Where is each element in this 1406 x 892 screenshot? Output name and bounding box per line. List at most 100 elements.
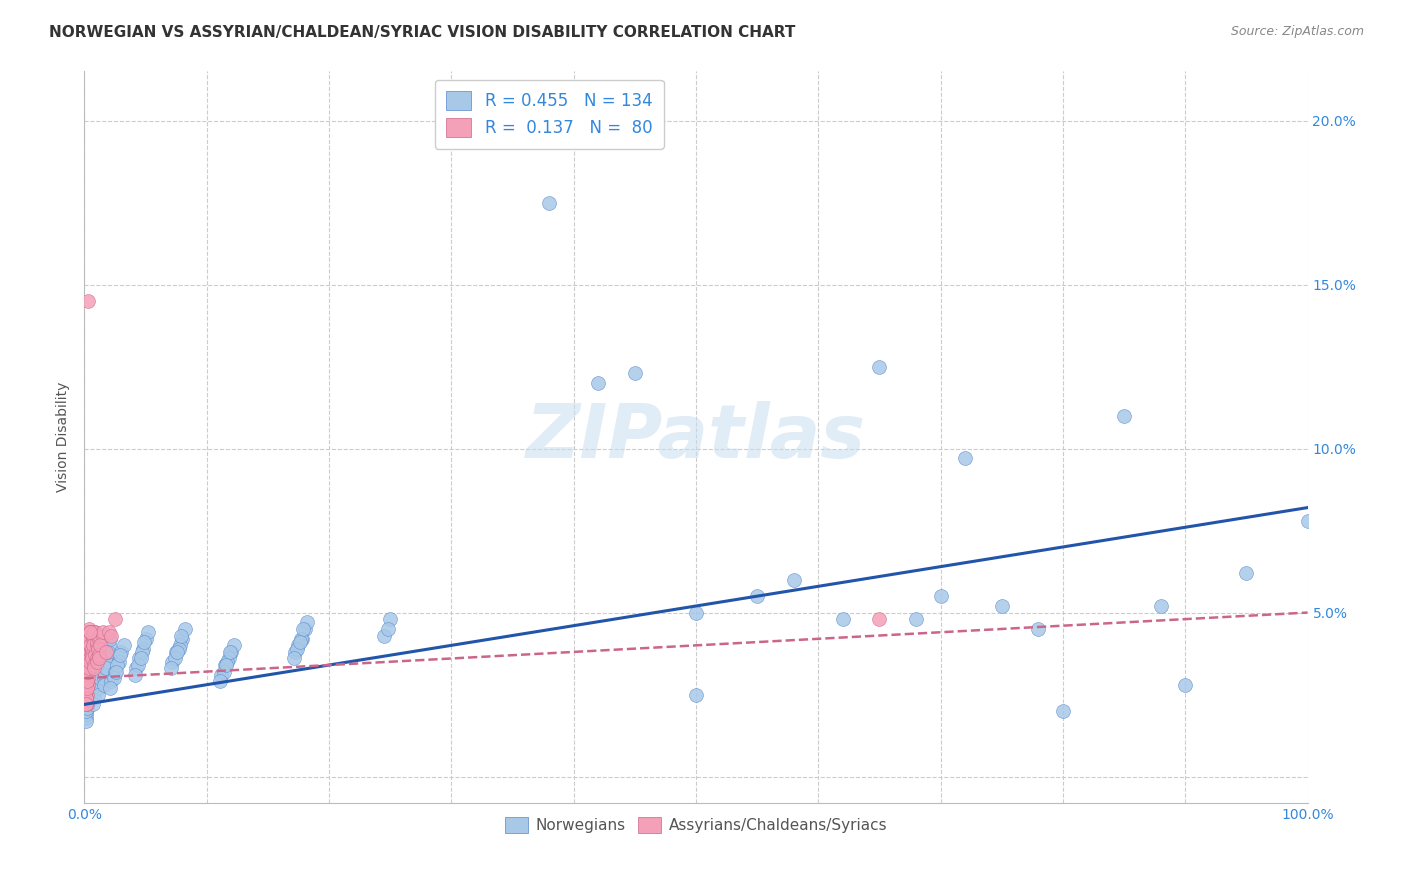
Point	[283, 651, 305, 665]
Point	[291, 632, 314, 646]
Point	[124, 668, 146, 682]
Point	[76, 658, 98, 673]
Point	[80, 665, 103, 679]
Text: NORWEGIAN VS ASSYRIAN/CHALDEAN/SYRIAC VISION DISABILITY CORRELATION CHART: NORWEGIAN VS ASSYRIAN/CHALDEAN/SYRIAC VI…	[49, 25, 796, 40]
Point	[89, 665, 111, 679]
Point	[76, 651, 98, 665]
Point	[77, 625, 100, 640]
Point	[77, 674, 100, 689]
Point	[75, 638, 97, 652]
Point	[76, 698, 98, 712]
Point	[82, 651, 104, 665]
Point	[76, 688, 98, 702]
Point	[209, 668, 232, 682]
Point	[98, 632, 121, 646]
Point	[86, 678, 108, 692]
Point	[112, 638, 135, 652]
Point	[87, 641, 110, 656]
Point	[89, 668, 111, 682]
Point	[287, 638, 309, 652]
Point	[79, 638, 101, 652]
Point	[75, 671, 97, 685]
Point	[90, 658, 112, 673]
Point	[82, 638, 104, 652]
Point	[76, 681, 98, 695]
Point	[77, 678, 100, 692]
Point	[79, 638, 101, 652]
Point	[169, 638, 191, 652]
Point	[1052, 704, 1074, 718]
Point	[75, 678, 97, 692]
Point	[1028, 622, 1050, 636]
Point	[929, 589, 952, 603]
Point	[217, 655, 239, 669]
Point	[83, 661, 105, 675]
Point	[75, 710, 97, 724]
Point	[100, 674, 122, 689]
Point	[76, 651, 98, 665]
Point	[94, 668, 117, 682]
Point	[75, 690, 97, 705]
Point	[82, 698, 104, 712]
Point	[77, 661, 100, 675]
Point	[77, 625, 100, 640]
Point	[134, 635, 156, 649]
Point	[77, 678, 100, 692]
Point	[1296, 514, 1319, 528]
Point	[97, 625, 120, 640]
Point	[783, 573, 806, 587]
Point	[290, 632, 312, 646]
Point	[292, 622, 315, 636]
Point	[377, 622, 399, 636]
Point	[75, 671, 97, 685]
Point	[222, 638, 245, 652]
Point	[87, 628, 110, 642]
Point	[79, 665, 101, 679]
Point	[219, 645, 242, 659]
Point	[77, 671, 100, 685]
Point	[75, 678, 97, 692]
Point	[82, 632, 104, 646]
Point	[84, 674, 107, 689]
Point	[76, 638, 98, 652]
Point	[219, 645, 242, 659]
Point	[1174, 678, 1197, 692]
Point	[75, 707, 97, 722]
Point	[77, 684, 100, 698]
Point	[129, 651, 152, 665]
Point	[87, 648, 110, 663]
Point	[75, 698, 97, 712]
Point	[96, 645, 118, 659]
Point	[953, 451, 976, 466]
Point	[77, 661, 100, 675]
Point	[77, 661, 100, 675]
Point	[82, 658, 104, 673]
Point	[77, 665, 100, 679]
Point	[97, 638, 120, 652]
Point	[82, 628, 104, 642]
Point	[82, 638, 104, 652]
Point	[77, 665, 100, 679]
Point	[77, 622, 100, 636]
Point	[83, 638, 105, 652]
Point	[84, 671, 107, 685]
Point	[86, 665, 108, 679]
Point	[172, 632, 194, 646]
Point	[75, 714, 97, 728]
Point	[80, 641, 103, 656]
Point	[75, 698, 97, 712]
Point	[77, 658, 100, 673]
Point	[84, 648, 107, 663]
Point	[77, 625, 100, 640]
Point	[212, 665, 235, 679]
Point	[380, 612, 402, 626]
Point	[685, 606, 707, 620]
Point	[86, 635, 108, 649]
Point	[105, 665, 128, 679]
Point	[77, 655, 100, 669]
Point	[94, 661, 117, 675]
Point	[76, 694, 98, 708]
Point	[75, 690, 97, 705]
Y-axis label: Vision Disability: Vision Disability	[56, 382, 70, 492]
Point	[79, 645, 101, 659]
